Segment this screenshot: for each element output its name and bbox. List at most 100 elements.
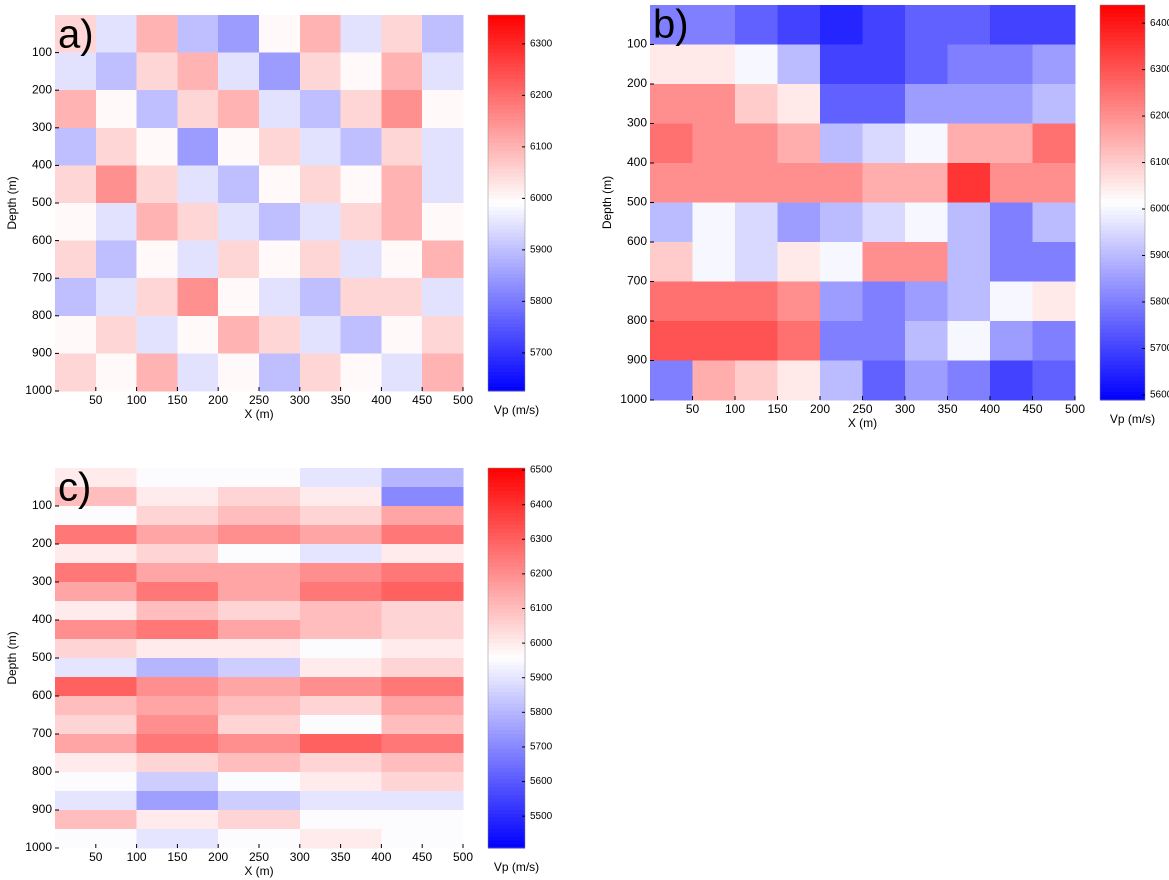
heatmap-cell (947, 163, 991, 203)
heatmap-cell (55, 772, 138, 792)
heatmap-cell (259, 127, 301, 166)
heatmap-cell (947, 281, 991, 322)
colorbar-swatch (1100, 151, 1145, 156)
colorbar-swatch (488, 677, 525, 682)
colorbar-swatch (488, 475, 525, 480)
colorbar-swatch (1100, 392, 1145, 397)
colorbar-swatch (1100, 111, 1145, 117)
heatmap-cell (692, 44, 736, 85)
heatmap-cell (947, 5, 991, 45)
colorbar-swatch (488, 270, 525, 275)
heatmap-cell (136, 734, 219, 754)
heatmap-cell (55, 734, 138, 754)
heatmap-cell (381, 677, 464, 697)
heatmap-cell (218, 734, 301, 754)
heatmap-cell (862, 123, 906, 164)
heatmap-cell (947, 123, 991, 164)
colorbar-swatch (488, 293, 525, 298)
heatmap-cell (990, 5, 1033, 45)
heatmap-cell (259, 15, 301, 54)
colorbar-swatch (488, 45, 525, 50)
heatmap-cell (177, 90, 219, 129)
heatmap-cell (136, 620, 219, 640)
colorbar-swatch (488, 604, 525, 610)
colorbar-swatch (1100, 127, 1145, 132)
colorbar-swatch (488, 722, 525, 727)
x-tick-label: 50 (686, 402, 700, 416)
colorbar-swatch (488, 479, 525, 484)
heatmap-cell (177, 52, 219, 91)
colorbar-swatch (1100, 388, 1145, 393)
heatmap-cell (95, 240, 138, 279)
heatmap-cell (95, 52, 138, 91)
heatmap-cell (55, 353, 97, 392)
colorbar-swatch (488, 315, 525, 321)
colorbar-swatch (1100, 119, 1145, 124)
colorbar-swatch (488, 184, 525, 189)
colorbar-swatch (1100, 372, 1145, 377)
heatmap-cell (136, 696, 219, 716)
colorbar-swatch (488, 517, 525, 522)
colorbar-swatch (488, 67, 525, 72)
colorbar-swatch (488, 688, 525, 693)
y-tick-label: 100 (32, 45, 52, 59)
heatmap-cell (95, 127, 138, 166)
heatmap-cell (136, 658, 219, 678)
colorbar-swatch (1100, 321, 1145, 326)
heatmap-cell (177, 240, 219, 279)
y-tick-label: 500 (627, 195, 647, 209)
colorbar-swatch (488, 498, 525, 503)
heatmap-cell (1032, 84, 1076, 124)
colorbar-swatch (488, 60, 525, 65)
x-tick-label: 500 (453, 393, 473, 407)
colorbar-swatch (488, 101, 525, 106)
colorbar-swatch (488, 525, 525, 530)
heatmap-cell (777, 5, 821, 45)
colorbar-swatch (488, 251, 525, 257)
y-tick-label: 400 (32, 158, 52, 172)
heatmap-cell (55, 791, 138, 811)
colorbar-swatch (1100, 352, 1145, 358)
x-tick-label: 250 (852, 402, 872, 416)
heatmap-cell (381, 165, 423, 204)
y-tick-label: 300 (32, 574, 52, 588)
heatmap-cell (95, 15, 138, 54)
heatmap-cell (299, 90, 342, 129)
colorbar-swatch (1100, 313, 1145, 318)
colorbar-swatch (1100, 384, 1145, 389)
colorbar-swatch (488, 86, 525, 91)
colorbar-swatch (1100, 396, 1145, 401)
colorbar-label: Vp (m/s) (494, 403, 539, 417)
heatmap-cell (381, 715, 464, 735)
heatmap-cell (136, 772, 219, 792)
y-tick-label: 200 (627, 76, 647, 90)
heatmap-cell (136, 240, 178, 279)
colorbar-swatch (1100, 214, 1145, 219)
heatmap-cell (218, 829, 301, 849)
heatmap-cell (299, 810, 382, 830)
heatmap-cell (136, 582, 219, 602)
heatmap-cell (299, 696, 382, 716)
heatmap-cell (177, 203, 219, 242)
colorbar-swatch (488, 240, 525, 245)
colorbar-swatch (488, 278, 525, 283)
heatmap-cell (55, 696, 138, 716)
x-tick-label: 200 (208, 393, 228, 407)
colorbar-swatch (488, 176, 525, 181)
colorbar-swatch (488, 297, 525, 302)
colorbar-tick-label: 6000 (1150, 204, 1169, 215)
heatmap-cell (218, 620, 301, 640)
colorbar-swatch (488, 593, 525, 598)
heatmap-cell (136, 525, 219, 545)
colorbar-swatch (488, 585, 525, 591)
x-tick-label: 400 (371, 393, 391, 407)
colorbar-swatch (488, 703, 525, 708)
heatmap-cell (299, 525, 382, 545)
colorbar-swatch (1100, 206, 1145, 211)
heatmap-cell (136, 353, 178, 392)
colorbar-swatch (488, 536, 525, 541)
heatmap-cell (55, 677, 138, 697)
heatmap-cell (55, 658, 138, 678)
x-tick-label: 450 (412, 393, 432, 407)
heatmap-cell (299, 582, 382, 602)
